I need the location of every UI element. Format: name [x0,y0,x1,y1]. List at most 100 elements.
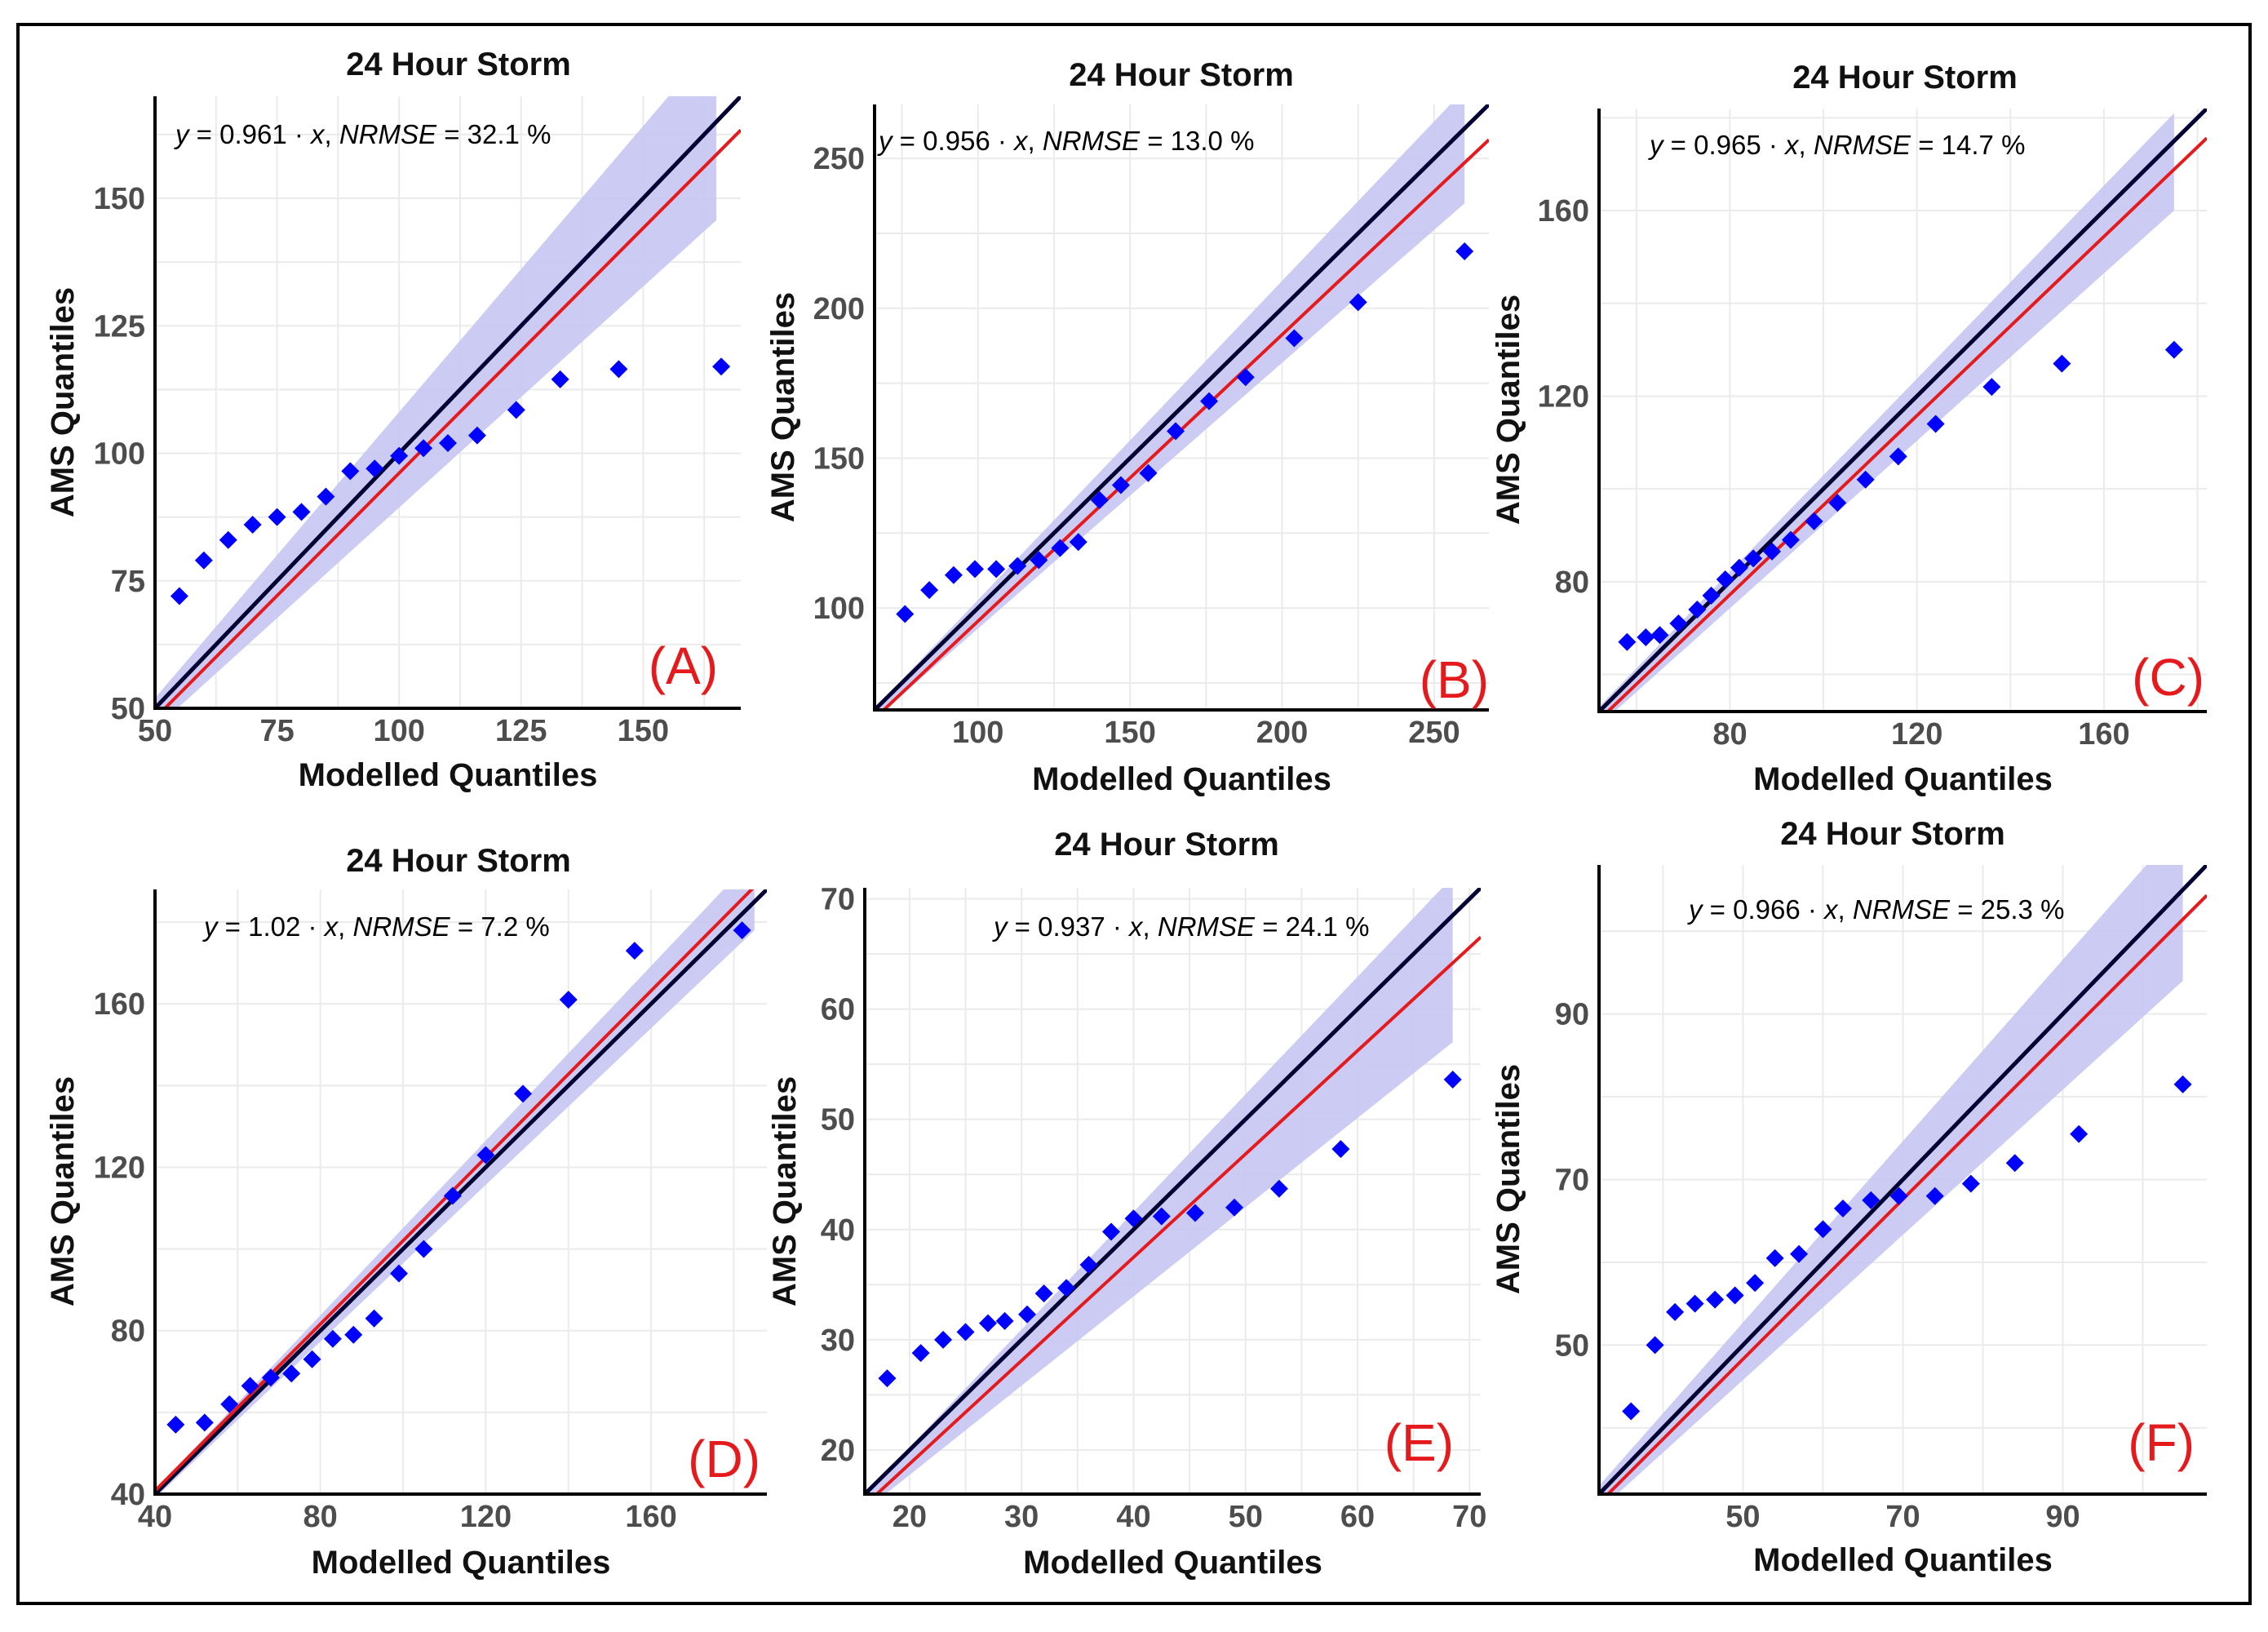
equation-part: 0.965 [1694,130,1761,160]
y-tick-label: 160 [94,987,145,1022]
y-tick-label: 80 [1555,565,1589,600]
equation-part: NRMSE [1043,126,1141,156]
data-point [1889,447,1907,466]
data-point [292,503,311,521]
data-point [1622,1402,1641,1421]
confidence-band [1599,865,2183,1494]
panel-label: (D) [688,1430,760,1488]
x-tick-label: 70 [1452,1500,1486,1534]
data-point [268,508,286,526]
y-tick-label: 50 [821,1103,855,1138]
data-point [1765,1248,1784,1267]
data-point [1781,530,1800,549]
equation-part: · [1105,911,1129,942]
data-point [282,1364,301,1383]
x-axis-label: Modelled Quantiles [1023,1545,1322,1581]
equation-part: · [287,119,311,149]
data-point [1057,1279,1076,1297]
x-tick-label: 150 [1104,716,1155,750]
y-axis-label: AMS Quantiles [765,292,801,522]
data-point [1051,539,1070,557]
x-tick-label: 160 [2078,717,2129,752]
panel-2: 100 150 200 250 100 150 200 250 24 Hour Storm Mod… [765,57,1489,797]
equation-part: = [1008,911,1039,942]
data-point [551,370,569,388]
chart-title: 24 Hour Storm [1069,57,1294,93]
data-point [317,487,335,506]
data-point [219,530,237,549]
plot-area [875,104,1489,710]
data-point [1018,1305,1037,1324]
x-tick-label: 80 [303,1500,338,1534]
data-point [2164,340,2183,359]
equation-part: y [992,911,1009,942]
y-tick-label: 70 [1555,1164,1589,1198]
equation-part: y [1687,894,1704,925]
equation-part: x [1127,911,1144,942]
data-point [1200,392,1219,410]
plot-area [155,96,741,708]
data-point [1790,1244,1809,1263]
x-tick-label: 40 [138,1500,172,1534]
equation-part: 25.3 % [1981,894,2065,925]
data-point [1090,490,1109,509]
y-tick-label: 50 [1555,1328,1589,1363]
data-point [1763,542,1782,561]
data-point [166,1415,185,1434]
data-point [1034,1284,1053,1303]
data-point [609,360,628,379]
equation-part: = [1950,894,1981,925]
gridlines [154,96,741,709]
data-point [341,462,360,481]
y-axis-label: AMS Quantiles [45,287,81,517]
data-point [2053,354,2071,373]
data-point [934,1330,953,1349]
x-tick-label: 50 [1725,1500,1760,1534]
data-point [414,439,433,458]
identity-line [875,104,1489,710]
fit-line [162,129,741,708]
equation-annotation: y = 0.937 · x, NRMSE = 24.1 % [992,911,1369,942]
confidence-band [155,96,717,708]
x-tick-label: 120 [1891,717,1942,752]
y-tick-label: 20 [821,1434,855,1468]
data-point [1716,570,1734,588]
fit-line [155,889,755,1492]
panel-5: 20 30 40 50 60 70 20 30 40 50 60 70 24 Hour Storm Mod… [767,827,1486,1581]
equation-part: = [893,126,924,156]
x-tick-label: 70 [1885,1500,1920,1534]
chart-title: 24 Hour Storm [1792,60,2018,95]
equation-part: y [1648,130,1665,160]
plot-area [1599,865,2207,1494]
chart-title: 24 Hour Storm [346,843,571,879]
data-point [1236,368,1255,387]
equation-part: = [218,911,249,942]
equation-annotation: y = 0.965 · x, NRMSE = 14.7 % [1648,130,2025,160]
x-tick-label: 60 [1340,1500,1375,1534]
equation-part: NRMSE [353,911,451,942]
panel-label: (F) [2128,1413,2195,1472]
equation-part: 13.0 % [1171,126,1255,156]
confidence-band [875,104,1465,710]
data-point [344,1325,363,1344]
data-point [1856,470,1875,489]
y-tick-label: 40 [111,1478,145,1512]
x-tick-label: 50 [1229,1500,1263,1534]
equation-part: x [323,911,339,942]
y-tick-label: 160 [1538,194,1589,228]
y-tick-label: 80 [111,1315,145,1349]
data-point [2070,1124,2089,1143]
y-tick-label: 100 [94,437,145,472]
equation-part: · [1801,894,1824,925]
data-point [1706,1290,1725,1309]
data-point [1111,476,1130,494]
x-tick-label: 50 [138,714,172,748]
data-point [1982,378,2001,397]
x-tick-label: 150 [618,714,669,748]
data-point [241,1377,259,1395]
data-point [303,1350,321,1368]
data-point [911,1344,930,1363]
data-point [712,357,731,376]
data-point [439,434,457,452]
equation-part: x [309,119,326,149]
